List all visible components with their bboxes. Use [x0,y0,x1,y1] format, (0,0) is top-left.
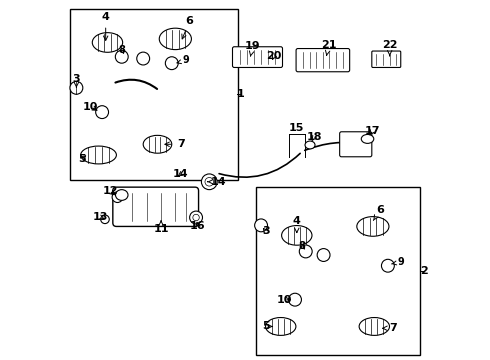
Circle shape [205,177,214,186]
Text: 3: 3 [73,74,80,87]
Circle shape [165,57,178,69]
Text: 4: 4 [293,216,301,233]
Circle shape [255,219,268,232]
Circle shape [381,259,394,272]
Text: 7: 7 [165,139,185,149]
Ellipse shape [92,33,122,52]
Text: 5: 5 [79,154,86,163]
Text: 9: 9 [392,257,404,267]
Bar [70,9,238,180]
Text: 9: 9 [177,55,190,65]
Text: 18: 18 [307,132,322,142]
Text: 22: 22 [382,40,397,56]
Text: 7: 7 [383,323,397,333]
Text: 14: 14 [208,177,226,187]
Circle shape [96,106,109,118]
Text: 10: 10 [277,295,292,305]
Text: 21: 21 [321,40,337,55]
Text: 12: 12 [102,186,118,197]
Ellipse shape [359,318,390,336]
Ellipse shape [116,190,128,201]
Circle shape [115,50,128,63]
Circle shape [190,211,202,224]
Text: 14: 14 [173,169,189,179]
Ellipse shape [361,134,374,143]
Text: 1: 1 [237,89,244,99]
Text: 19: 19 [245,41,261,56]
FancyBboxPatch shape [372,51,401,67]
Circle shape [317,249,330,261]
Circle shape [137,52,149,65]
FancyBboxPatch shape [113,187,198,226]
Text: 10: 10 [83,102,98,112]
FancyBboxPatch shape [232,47,283,67]
Circle shape [100,215,109,224]
Circle shape [201,174,217,190]
Text: 6: 6 [182,16,194,39]
FancyBboxPatch shape [340,132,372,157]
Text: 4: 4 [102,13,110,40]
Text: 3: 3 [262,226,270,237]
Ellipse shape [143,135,172,153]
Text: 5: 5 [262,321,272,332]
FancyBboxPatch shape [296,49,350,72]
Text: 17: 17 [365,126,380,136]
Circle shape [112,192,123,203]
Text: 11: 11 [153,221,169,234]
Text: 2: 2 [420,266,428,276]
Ellipse shape [266,318,296,336]
Circle shape [299,245,312,258]
Bar [256,187,420,355]
Ellipse shape [305,141,315,149]
Text: 13: 13 [92,212,108,222]
Ellipse shape [159,28,192,50]
Circle shape [70,81,83,94]
Text: 8: 8 [118,45,125,55]
Ellipse shape [282,226,312,245]
Text: 16: 16 [190,221,206,231]
Text: 8: 8 [298,241,305,251]
Circle shape [289,293,301,306]
Text: 20: 20 [267,51,282,61]
Ellipse shape [81,146,117,164]
Text: 15: 15 [289,123,304,133]
Ellipse shape [357,217,389,236]
Circle shape [193,214,199,221]
Text: 6: 6 [373,205,384,220]
